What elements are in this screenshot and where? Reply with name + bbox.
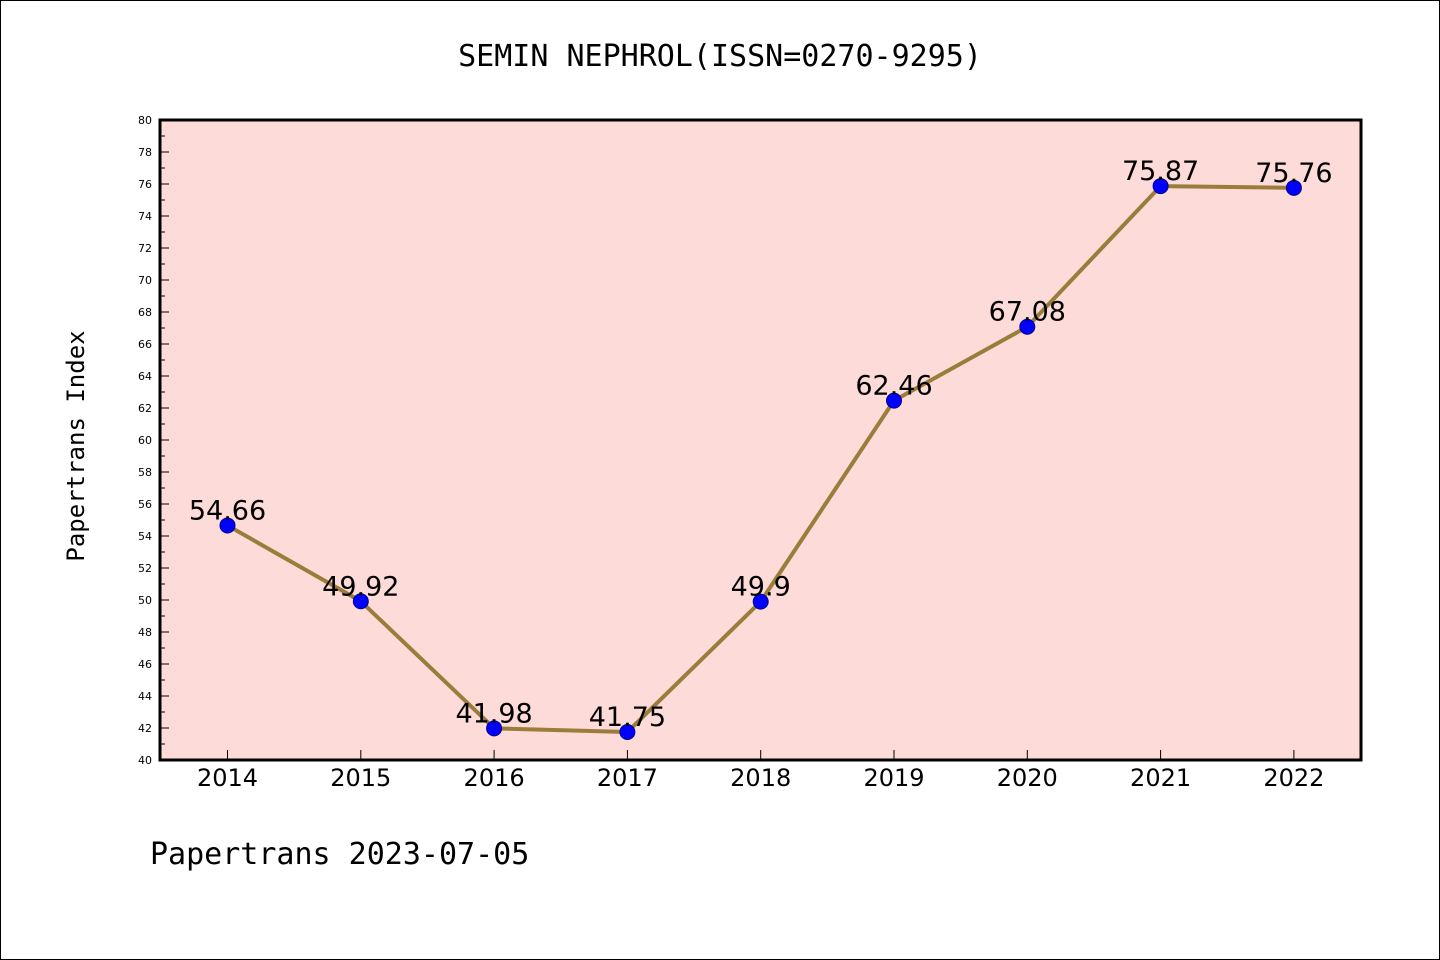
y-tick-label: 64 xyxy=(138,370,152,383)
data-label: 49.9 xyxy=(731,572,791,603)
x-axis: 2014 2015 2016 2017 2018 2019 2020 2021 2022 xyxy=(197,750,1324,792)
y-tick-label: 68 xyxy=(138,306,152,319)
y-tick-label: 80 xyxy=(138,114,152,127)
y-tick-label: 60 xyxy=(138,434,152,447)
data-point xyxy=(1019,318,1036,335)
y-tick-label: 50 xyxy=(138,594,152,607)
data-label: 54.66 xyxy=(189,495,266,526)
y-tick-label: 40 xyxy=(138,754,152,767)
plot-area xyxy=(158,118,1363,762)
data-label: 49.92 xyxy=(322,571,399,602)
data-point xyxy=(352,593,369,610)
y-tick-label: 48 xyxy=(138,626,152,639)
data-label: 67.08 xyxy=(989,297,1066,328)
y-tick-label: 76 xyxy=(138,178,152,191)
x-tick-label: 2018 xyxy=(730,764,791,792)
data-point xyxy=(486,720,503,737)
y-tick-label: 52 xyxy=(138,562,152,575)
data-point xyxy=(1152,178,1169,195)
data-label: 75.76 xyxy=(1255,158,1332,189)
y-axis: 40 42 44 46 48 50 52 54 56 58 60 62 64 66 68 70 72 74 76 78… xyxy=(138,114,169,767)
y-tick-label: 42 xyxy=(138,722,152,735)
y-tick-label: 78 xyxy=(138,146,152,159)
y-tick-label: 62 xyxy=(138,402,152,415)
series-layer xyxy=(219,178,1302,740)
x-tick-label: 2021 xyxy=(1130,764,1191,792)
x-tick-label: 2017 xyxy=(597,764,658,792)
y-axis-label: Papertrans Index xyxy=(62,330,90,561)
x-tick-label: 2020 xyxy=(997,764,1058,792)
data-label: 75.87 xyxy=(1122,156,1199,187)
footer-text: Papertrans 2023-07-05 xyxy=(150,837,529,872)
data-point xyxy=(219,517,236,534)
y-tick-label: 46 xyxy=(138,658,152,671)
y-tick-label: 54 xyxy=(138,530,152,543)
data-label-layer: 54.66 49.92 41.98 41.75 49.9 62.46 67.08 75.87 7… xyxy=(189,156,1333,733)
y-tick-label: 66 xyxy=(138,338,152,351)
x-tick-label: 2019 xyxy=(863,764,924,792)
y-tick-label: 58 xyxy=(138,466,152,479)
y-tick-label: 74 xyxy=(138,210,152,223)
x-tick-label: 2022 xyxy=(1263,764,1324,792)
data-point xyxy=(619,724,636,740)
y-tick-label: 70 xyxy=(138,274,152,287)
data-label: 41.98 xyxy=(455,698,532,729)
data-point xyxy=(886,392,902,409)
y-tick-label: 44 xyxy=(138,690,152,703)
data-label: 41.75 xyxy=(589,702,666,733)
x-tick-label: 2015 xyxy=(330,764,391,792)
data-point xyxy=(1285,179,1302,196)
data-point xyxy=(752,593,769,610)
y-tick-label: 56 xyxy=(138,498,152,511)
data-label: 62.46 xyxy=(855,371,932,402)
x-tick-label: 2016 xyxy=(464,764,525,792)
x-tick-label: 2014 xyxy=(197,764,258,792)
y-tick-label: 72 xyxy=(138,242,152,255)
chart-title: SEMIN NEPHROL(ISSN=0270-9295) xyxy=(458,39,982,74)
